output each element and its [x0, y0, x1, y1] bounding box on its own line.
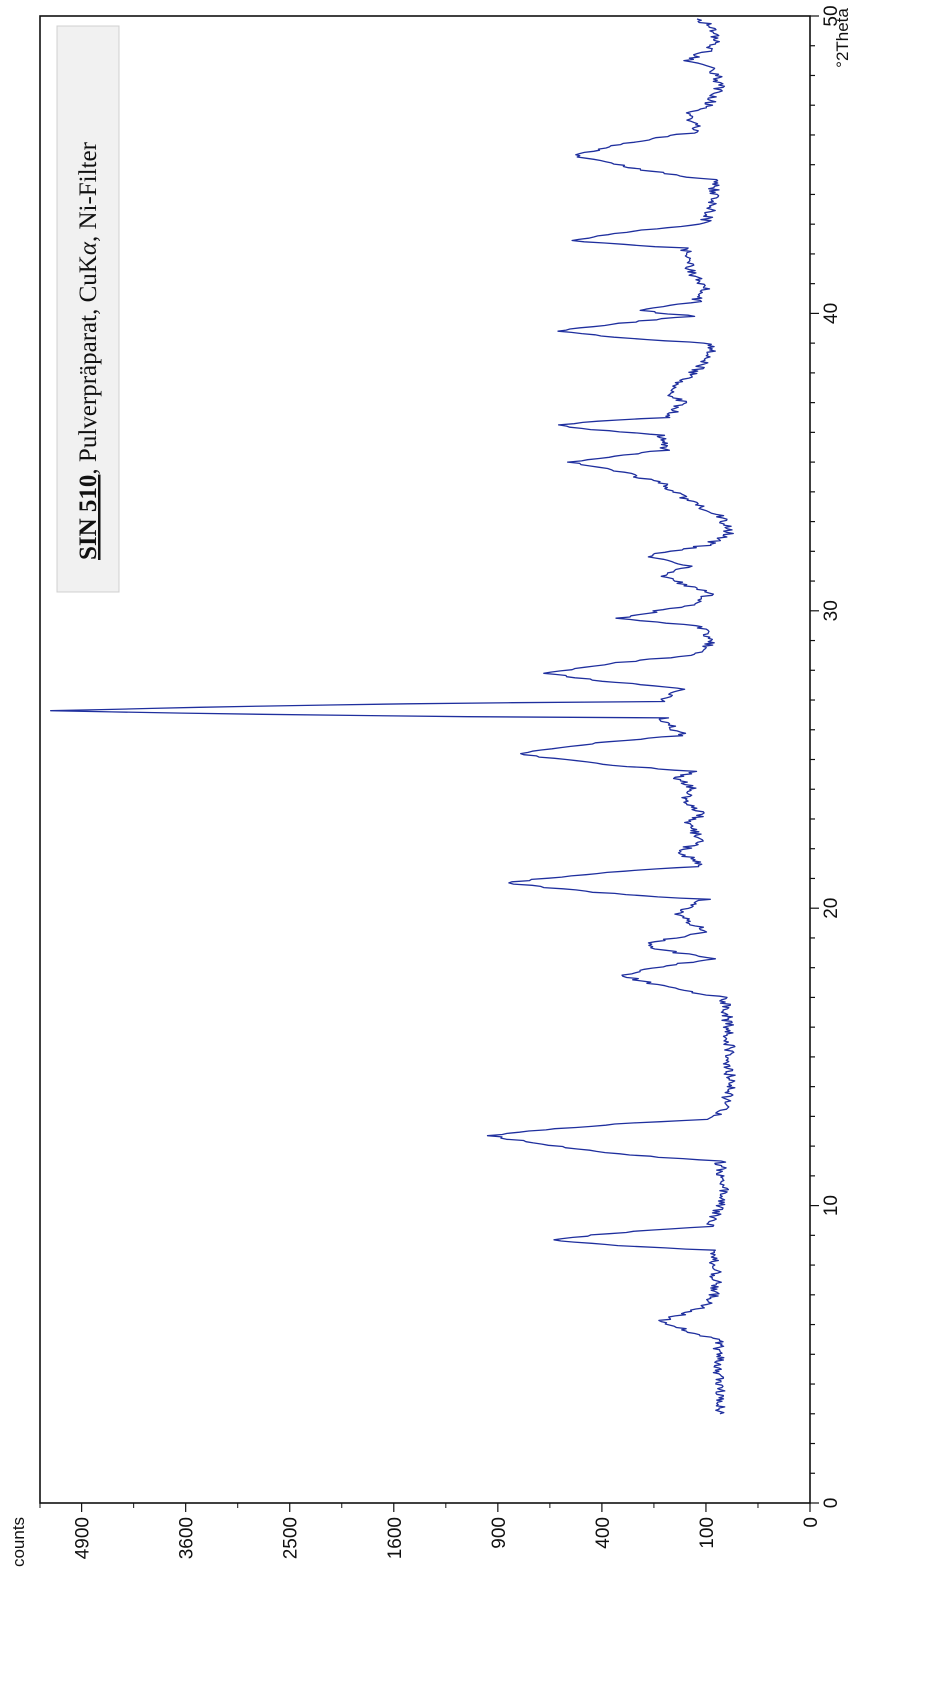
y-tick-label: 2500 — [281, 1517, 302, 1559]
title-alpha: α — [75, 241, 102, 255]
x-tick-label: 50 — [821, 5, 842, 26]
y-tick-label: 100 — [697, 1517, 718, 1549]
x-tick-label: 30 — [821, 600, 842, 621]
y-axis-label: counts — [9, 1517, 28, 1567]
title-filter: , Ni-Filter — [75, 141, 102, 242]
plot-frame — [39, 15, 811, 1504]
diffraction-trace — [50, 18, 736, 1415]
title-comma: , — [75, 468, 102, 474]
title-box: SIN 510, Pulverpräparat, CuKα, Ni-Filter — [56, 25, 120, 593]
title-sample: SIN 510 — [75, 475, 102, 560]
x-tick-label: 10 — [821, 1195, 842, 1216]
y-tick-label: 0 — [801, 1517, 822, 1528]
x-axis-label: °2Theta — [833, 8, 852, 68]
counts-axis: 0 100 400 900 1600 2500 3600 4900 — [39, 1503, 822, 1559]
x-tick-label: 0 — [821, 1498, 842, 1509]
x-tick-label: 40 — [821, 303, 842, 324]
two-theta-axis: 0 10 20 30 40 50 — [810, 5, 842, 1508]
y-tick-label: 400 — [593, 1517, 614, 1549]
title-rest: Pulverpräparat, CuK — [75, 255, 102, 468]
x-tick-label: 20 — [821, 898, 842, 919]
y-tick-label: 900 — [489, 1517, 510, 1549]
y-tick-label: 4900 — [73, 1517, 94, 1559]
y-tick-label: 3600 — [177, 1517, 198, 1559]
title-background — [56, 25, 120, 593]
chart-title: SIN 510, Pulverpräparat, CuKα, Ni-Filter — [75, 141, 102, 560]
y-tick-label: 1600 — [385, 1517, 406, 1559]
